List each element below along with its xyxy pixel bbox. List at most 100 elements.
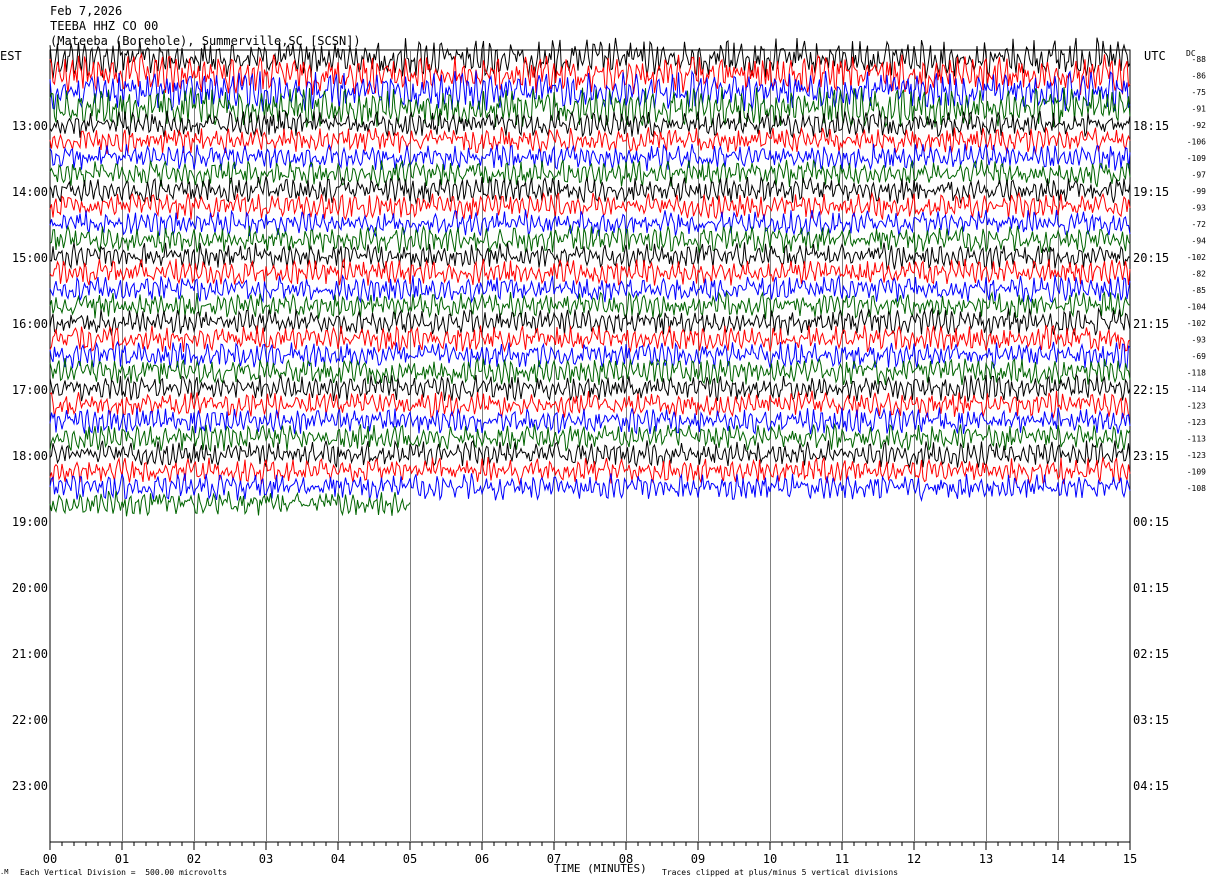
seismic-trace bbox=[49, 52, 1131, 96]
seismic-trace bbox=[49, 422, 1131, 453]
est-hour-label: 19:00 bbox=[12, 515, 48, 529]
utc-hour-label: 18:15 bbox=[1133, 119, 1169, 133]
corner-mark: .M bbox=[0, 868, 9, 876]
est-axis-label: EST bbox=[0, 49, 22, 63]
dc-offset-label: -109 bbox=[1187, 154, 1206, 163]
utc-hour-label: 20:15 bbox=[1133, 251, 1169, 265]
dc-offset-label: -75 bbox=[1192, 88, 1207, 97]
seismic-trace bbox=[49, 224, 1131, 254]
dc-offset-label: -91 bbox=[1192, 105, 1207, 114]
station-title: TEEBA HHZ CO 00 bbox=[50, 19, 159, 33]
est-hour-label: 17:00 bbox=[12, 383, 48, 397]
seismic-trace bbox=[49, 456, 1131, 486]
utc-hour-label: 03:15 bbox=[1133, 713, 1169, 727]
dc-offset-label: -106 bbox=[1187, 138, 1206, 147]
seismic-trace bbox=[49, 439, 1131, 469]
est-hour-label: 13:00 bbox=[12, 119, 48, 133]
utc-hour-label: 00:15 bbox=[1133, 515, 1169, 529]
seismic-trace bbox=[49, 242, 1131, 271]
seismic-trace bbox=[49, 324, 1131, 353]
station-location: (Mateeba (Borehole), Summerville,SC [SCS… bbox=[50, 34, 361, 48]
seismic-trace bbox=[49, 473, 1131, 503]
dc-offset-label: -69 bbox=[1192, 352, 1207, 361]
plot-date: Feb 7,2026 bbox=[50, 4, 123, 18]
seismic-trace bbox=[49, 274, 1131, 304]
utc-hour-label: 01:15 bbox=[1133, 581, 1169, 595]
est-hour-label: 15:00 bbox=[12, 251, 48, 265]
x-tick-label: 14 bbox=[1051, 852, 1065, 866]
seismic-trace bbox=[49, 306, 1131, 337]
x-tick-label: 10 bbox=[763, 852, 777, 866]
dc-offset-label: -113 bbox=[1187, 435, 1206, 444]
dc-offset-label: -86 bbox=[1192, 72, 1207, 81]
seismic-trace bbox=[49, 290, 1131, 320]
dc-offset-label: -108 bbox=[1187, 484, 1206, 493]
est-hour-label: 14:00 bbox=[12, 185, 48, 199]
dc-offset-label: -97 bbox=[1192, 171, 1207, 180]
dc-offset-label: -93 bbox=[1192, 336, 1207, 345]
seismic-trace bbox=[49, 86, 1131, 128]
utc-hour-label: 22:15 bbox=[1133, 383, 1169, 397]
est-hour-label: 23:00 bbox=[12, 779, 48, 793]
dc-offset-label: -123 bbox=[1187, 451, 1206, 460]
dc-offset-label: -123 bbox=[1187, 418, 1206, 427]
dc-offset-label: -82 bbox=[1192, 270, 1207, 279]
dc-offset-label: -104 bbox=[1187, 303, 1206, 312]
seismic-trace bbox=[49, 126, 1131, 155]
utc-hour-label: 21:15 bbox=[1133, 317, 1169, 331]
dc-offset-label: -118 bbox=[1187, 369, 1206, 378]
seismic-trace bbox=[49, 37, 1131, 79]
x-tick-label: 15 bbox=[1123, 852, 1137, 866]
x-tick-label: 09 bbox=[691, 852, 705, 866]
dc-offset-label: -114 bbox=[1187, 385, 1206, 394]
x-axis-title: TIME (MINUTES) bbox=[554, 862, 647, 875]
x-tick-label: 12 bbox=[907, 852, 921, 866]
seismic-trace bbox=[49, 390, 1131, 420]
dc-offset-label: -85 bbox=[1192, 286, 1207, 295]
utc-hour-label: 04:15 bbox=[1133, 779, 1169, 793]
utc-hour-label: 19:15 bbox=[1133, 185, 1169, 199]
seismic-trace bbox=[49, 109, 1131, 139]
seismic-trace bbox=[49, 373, 1131, 402]
x-tick-label: 01 bbox=[115, 852, 129, 866]
est-hour-label: 20:00 bbox=[12, 581, 48, 595]
seismic-trace bbox=[49, 191, 1131, 221]
dc-offset-label: -123 bbox=[1187, 402, 1206, 411]
x-tick-label: 05 bbox=[403, 852, 417, 866]
seismic-trace bbox=[49, 490, 411, 517]
clip-note: Traces clipped at plus/minus 5 vertical … bbox=[662, 868, 899, 877]
dc-offset-label: -102 bbox=[1187, 253, 1206, 262]
seismic-trace bbox=[49, 209, 1131, 238]
utc-hour-label: 02:15 bbox=[1133, 647, 1169, 661]
est-hour-label: 18:00 bbox=[12, 449, 48, 463]
dc-axis-label: DC bbox=[1186, 49, 1196, 58]
x-tick-label: 03 bbox=[259, 852, 273, 866]
dc-offset-label: -99 bbox=[1192, 187, 1207, 196]
est-hour-label: 22:00 bbox=[12, 713, 48, 727]
est-hour-label: 16:00 bbox=[12, 317, 48, 331]
x-tick-label: 07 bbox=[547, 852, 561, 866]
scale-note: Each Vertical Division = 500.00 microvol… bbox=[20, 868, 228, 877]
seismic-trace bbox=[49, 69, 1131, 112]
x-tick-label: 02 bbox=[187, 852, 201, 866]
utc-hour-label: 23:15 bbox=[1133, 449, 1169, 463]
seismic-trace bbox=[49, 407, 1131, 435]
dc-offset-label: -92 bbox=[1192, 121, 1207, 130]
x-tick-label: 11 bbox=[835, 852, 849, 866]
est-hour-label: 21:00 bbox=[12, 647, 48, 661]
x-tick-label: 04 bbox=[331, 852, 345, 866]
utc-axis-label: UTC bbox=[1144, 49, 1166, 63]
seismic-trace bbox=[49, 356, 1131, 386]
dc-offset-label: -88 bbox=[1192, 55, 1207, 64]
dc-offset-label: -72 bbox=[1192, 220, 1207, 229]
dc-offset-label: -102 bbox=[1187, 319, 1206, 328]
seismic-trace bbox=[49, 176, 1131, 205]
seismic-trace bbox=[49, 340, 1131, 369]
x-tick-label: 06 bbox=[475, 852, 489, 866]
x-tick-label: 08 bbox=[619, 852, 633, 866]
dc-offset-label: -109 bbox=[1187, 468, 1206, 477]
dc-offset-label: -94 bbox=[1192, 237, 1207, 246]
x-tick-label: 00 bbox=[43, 852, 57, 866]
x-tick-label: 13 bbox=[979, 852, 993, 866]
